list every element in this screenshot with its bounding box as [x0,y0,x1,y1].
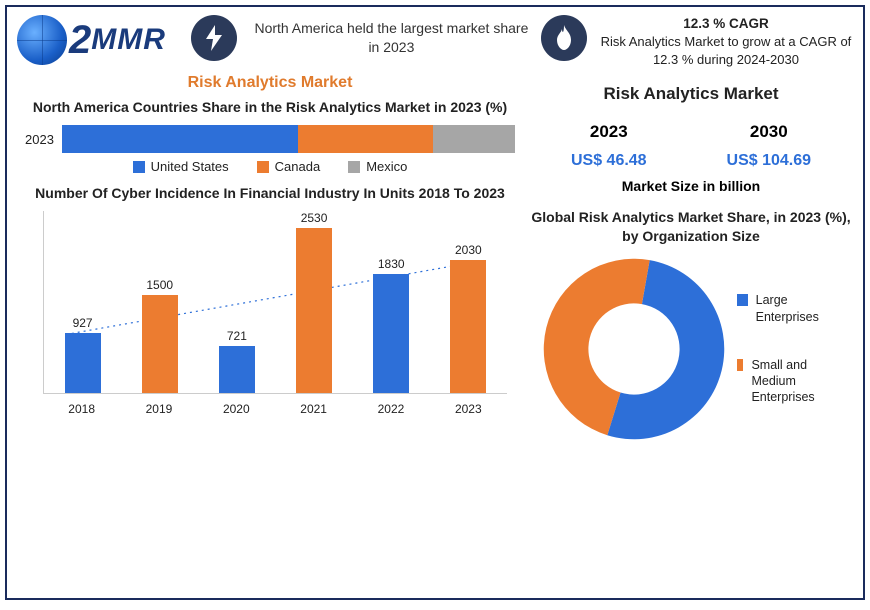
bar-xlabel: 2018 [52,402,112,416]
stacked-row-label: 2023 [25,132,54,147]
logo-mmr: MMR [91,23,166,57]
bar-chart-xlabels: 2018 2019 2020 2021 2022 2023 [43,402,507,416]
legend-item: Mexico [348,159,407,174]
bar [65,333,101,394]
bar-column: 927 [53,211,113,393]
bar [219,346,255,393]
header-mid-text: North America held the largest market sh… [252,19,531,57]
flame-icon [541,15,587,61]
lightning-icon [191,15,237,61]
legend-swatch [133,161,145,173]
bar-value-label: 927 [73,316,93,330]
cagr-title: 12.3 % CAGR [599,15,853,33]
legend-item: Canada [257,159,321,174]
bar [296,228,332,393]
donut-legend-item: Small and Medium Enterprises [737,357,843,406]
section-title: Risk Analytics Market [19,74,521,92]
stacked-chart-title: North America Countries Share in the Ris… [19,98,521,117]
stat-value-0: US$ 46.48 [571,152,647,170]
stacked-segment [62,125,298,153]
stat-year-0: 2023 [571,122,647,142]
bar-xlabel: 2023 [438,402,498,416]
bar-xlabel: 2020 [206,402,266,416]
bar [142,295,178,393]
stacked-bar [62,125,515,153]
bar [373,274,409,394]
bar-chart: 9271500721253018302030 20182019202020212… [29,211,511,416]
stacked-segment [433,125,515,153]
bar-chart-plot: 927 1500 721 2530 1830 2030 [43,211,507,394]
legend-swatch [737,294,748,306]
logo: 2 MMR [17,15,166,65]
header-right: 12.3 % CAGR Risk Analytics Market to gro… [541,15,853,68]
bar-column: 2030 [438,211,498,393]
legend-label: Canada [275,159,321,174]
legend-label: United States [151,159,229,174]
bar-chart-title: Number Of Cyber Incidence In Financial I… [19,184,521,203]
stat-value-1: US$ 104.69 [727,152,812,170]
bar-column: 1500 [130,211,190,393]
cagr-subtitle: Risk Analytics Market to grow at a CAGR … [599,33,853,68]
market-title: Risk Analytics Market [531,84,851,104]
stacked-segment [298,125,434,153]
cagr-block: 12.3 % CAGR Risk Analytics Market to gro… [599,15,853,68]
stacked-legend: United States Canada Mexico [19,159,521,174]
bar-xlabel: 2019 [129,402,189,416]
donut-legend-label: Large Enterprises [756,292,843,325]
bar-column: 2530 [284,211,344,393]
bar-xlabel: 2022 [361,402,421,416]
market-stats: 2023 US$ 46.48 2030 US$ 104.69 [531,122,851,170]
content-row: Risk Analytics Market North America Coun… [7,68,863,452]
donut-chart [539,254,729,444]
left-column: Risk Analytics Market North America Coun… [19,72,521,444]
donut-legend: Large Enterprises Small and Medium Enterp… [737,292,843,405]
bar-value-label: 2030 [455,243,482,257]
legend-swatch [737,359,743,371]
donut-legend-label: Small and Medium Enterprises [751,357,843,406]
stat-2023: 2023 US$ 46.48 [571,122,647,170]
bar-value-label: 2530 [301,211,328,225]
bar-xlabel: 2021 [284,402,344,416]
legend-swatch [257,161,269,173]
bar-column: 721 [207,211,267,393]
bar [450,260,486,393]
bar-value-label: 1830 [378,257,405,271]
donut-svg [539,254,729,444]
logo-text: 2 MMR [69,18,166,63]
donut-area: Large Enterprises Small and Medium Enterp… [531,254,851,444]
right-column: Risk Analytics Market 2023 US$ 46.48 203… [531,72,851,444]
bar-column: 1830 [361,211,421,393]
market-subcaption: Market Size in billion [531,178,851,194]
infographic-frame: 2 MMR North America held the largest mar… [5,5,865,600]
bar-value-label: 1500 [146,278,173,292]
donut-legend-item: Large Enterprises [737,292,843,325]
legend-swatch [348,161,360,173]
donut-title: Global Risk Analytics Market Share, in 2… [531,208,851,246]
legend-item: United States [133,159,229,174]
header-row: 2 MMR North America held the largest mar… [7,7,863,68]
stat-year-1: 2030 [727,122,812,142]
stacked-bar-chart: 2023 [25,125,515,153]
stat-2030: 2030 US$ 104.69 [727,122,812,170]
legend-label: Mexico [366,159,407,174]
logo-two: 2 [69,18,91,63]
header-mid: North America held the largest market sh… [191,15,531,61]
globe-icon [17,15,67,65]
bar-group: 927 1500 721 2530 1830 2030 [44,211,507,393]
bar-value-label: 721 [227,329,247,343]
